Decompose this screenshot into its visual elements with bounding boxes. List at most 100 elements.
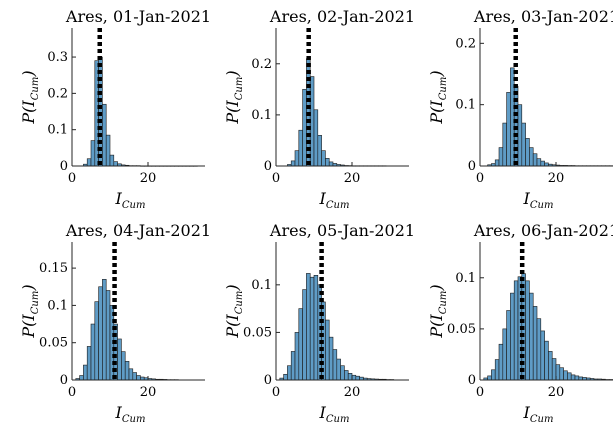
- histogram-bar: [325, 319, 330, 381]
- y-tick-label: 0.1: [455, 271, 476, 286]
- panel-title: Ares, 05-Jan-2021: [269, 221, 415, 240]
- x-axis-label: ICum: [319, 189, 350, 211]
- histogram-bar: [574, 375, 580, 381]
- y-tick-label: 0.05: [39, 336, 68, 351]
- histogram-bar: [494, 359, 500, 381]
- histogram-bar: [90, 323, 96, 381]
- histogram-bar: [517, 104, 523, 167]
- histogram-bar: [317, 135, 322, 167]
- histogram-bar: [544, 340, 549, 381]
- histogram-bar: [136, 375, 141, 381]
- histogram-bar: [487, 375, 492, 381]
- histogram-bar: [510, 67, 515, 167]
- histogram-bar: [290, 351, 296, 381]
- x-tick-label: 0: [68, 171, 76, 186]
- histogram-bar: [532, 153, 538, 167]
- x-tick-label: 0: [476, 385, 484, 400]
- histogram-bar: [502, 122, 507, 167]
- histogram-bar: [113, 161, 118, 167]
- histogram-bar: [283, 373, 288, 381]
- y-tick-label: 0.1: [251, 108, 272, 123]
- y-tick-label: 0.1: [47, 123, 68, 138]
- histogram-bar: [128, 368, 134, 381]
- histogram-bar: [502, 328, 507, 381]
- histogram-panel: 0 0.1 0.2 0 20 Ares, 03-Jan-2021 ICum P(ICum): [427, 7, 613, 211]
- histogram-bar: [124, 361, 130, 381]
- x-tick-label: 20: [548, 385, 565, 400]
- histogram-bar: [313, 275, 319, 381]
- histogram-bar: [498, 343, 504, 381]
- histogram-bar: [529, 292, 534, 381]
- x-tick-label: 0: [272, 171, 280, 186]
- histogram-bar: [340, 365, 345, 381]
- panel-title: Ares, 04-Jan-2021: [65, 221, 211, 240]
- histogram-bar: [325, 158, 330, 167]
- histogram-bar: [287, 365, 292, 381]
- histogram-bar: [321, 150, 326, 167]
- histogram-bar: [121, 351, 126, 381]
- y-tick-label: 0.2: [455, 36, 476, 51]
- y-tick-label: 0.15: [39, 261, 68, 276]
- histogram-bar: [302, 89, 307, 167]
- histogram-bar: [328, 336, 334, 381]
- histogram-bar: [294, 150, 300, 167]
- histogram-bar: [529, 147, 534, 167]
- histogram-bar: [555, 364, 561, 381]
- histogram-bar: [105, 134, 111, 167]
- y-axis-label: P(ICum): [223, 70, 245, 124]
- histogram-bar: [83, 364, 88, 381]
- histogram-bar: [344, 370, 349, 381]
- y-tick-label: 0.2: [47, 86, 68, 101]
- histogram-bar: [536, 158, 542, 167]
- histogram-bar: [494, 159, 500, 167]
- histogram-bar: [336, 358, 341, 381]
- histogram-bar: [491, 369, 496, 381]
- y-tick-label: 0.1: [455, 98, 476, 113]
- y-axis-label: P(ICum): [223, 284, 245, 338]
- x-axis-label: ICum: [115, 189, 146, 211]
- x-axis-label: ICum: [523, 189, 554, 211]
- histogram-bar: [525, 138, 530, 167]
- x-tick-label: 20: [140, 385, 157, 400]
- histogram-panel: 0 0.1 0.2 0 20 Ares, 02-Jan-2021 ICum P(ICum): [223, 7, 415, 211]
- histogram-bar: [532, 306, 538, 381]
- histogram-bar: [90, 140, 96, 167]
- y-axis-label: P(ICum): [19, 70, 41, 124]
- histogram-panel: 0 0.05 0.1 0 20 Ares, 05-Jan-2021 ICum P(ICum): [223, 221, 415, 425]
- x-tick-label: 0: [476, 171, 484, 186]
- x-tick-label: 0: [68, 385, 76, 400]
- histogram-bar: [86, 158, 92, 167]
- histogram-bar: [102, 103, 107, 167]
- y-tick-label: 0: [264, 373, 272, 388]
- y-tick-label: 0.05: [447, 322, 476, 337]
- y-tick-label: 0: [468, 159, 476, 174]
- y-axis-label: P(ICum): [427, 70, 449, 124]
- histogram-bar: [521, 122, 526, 167]
- histogram-bar: [506, 92, 511, 167]
- histogram-bar: [79, 375, 84, 381]
- x-axis-label: ICum: [115, 403, 146, 425]
- histogram-panel: 0 0.1 0.2 0.3 0 20 Ares, 01-Jan-2021 ICum P(ICum…: [19, 7, 211, 211]
- histogram-bar: [117, 338, 122, 381]
- histogram-panel: 0 0.05 0.1 0.15 0 20 Ares, 04-Jan-2021 ICum P(IC…: [19, 221, 211, 425]
- histogram-bar: [332, 349, 338, 381]
- panel-title: Ares, 01-Jan-2021: [65, 7, 211, 26]
- histogram-bar: [540, 330, 545, 381]
- x-tick-label: 0: [272, 385, 280, 400]
- panel-title: Ares, 03-Jan-2021: [473, 7, 613, 26]
- histogram-bar: [294, 332, 300, 381]
- y-tick-label: 0: [60, 373, 68, 388]
- y-axis-label: P(ICum): [19, 284, 41, 338]
- y-axis-label: P(ICum): [427, 284, 449, 338]
- histogram-bar: [105, 290, 111, 381]
- histogram-bar: [347, 373, 353, 381]
- histogram-bar: [351, 374, 357, 381]
- histogram-bar: [540, 160, 545, 167]
- histogram-bar: [98, 286, 103, 381]
- y-tick-label: 0.3: [47, 50, 68, 65]
- histogram-bar: [290, 160, 296, 167]
- y-tick-label: 0.1: [47, 298, 68, 313]
- histogram-bar: [86, 346, 92, 381]
- x-tick-label: 20: [548, 171, 565, 186]
